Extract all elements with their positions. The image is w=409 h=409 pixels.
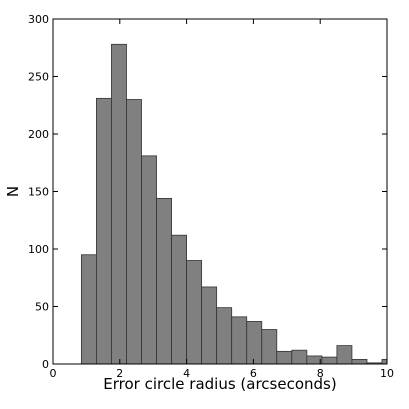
histogram-bar-17 — [336, 345, 353, 365]
plot-frame — [52, 18, 388, 365]
x-tick-label: 6 — [250, 367, 257, 380]
histogram-bar-16 — [321, 356, 338, 365]
histogram-bar-2 — [111, 43, 127, 365]
histogram-bar-3 — [126, 99, 142, 365]
y-tick-label: 250 — [28, 71, 49, 84]
histogram-bar-14 — [291, 349, 308, 365]
y-axis-label: N — [4, 186, 22, 197]
y-tick-label: 0 — [42, 358, 49, 371]
histogram-bar-13 — [276, 350, 293, 365]
histogram-bars — [80, 43, 388, 365]
x-tick-label: 8 — [317, 367, 324, 380]
histogram-bar-10 — [231, 316, 248, 365]
x-axis-label: Error circle radius (arcseconds) — [103, 375, 336, 393]
x-tick-label: 4 — [183, 367, 190, 380]
y-tick-label: 200 — [28, 128, 49, 141]
histogram-bar-12 — [261, 329, 278, 365]
histogram-bar-8 — [201, 286, 218, 365]
histogram-bar-20 — [381, 358, 388, 365]
y-tick-label: 150 — [28, 186, 49, 199]
histogram-bar-4 — [141, 155, 157, 365]
y-tick-label: 300 — [28, 13, 49, 26]
histogram-bar-18 — [351, 358, 368, 365]
x-tick-label: 2 — [116, 367, 123, 380]
y-tick-label: 50 — [35, 301, 49, 314]
histogram-bar-11 — [246, 321, 263, 365]
histogram-bar-6 — [171, 234, 188, 365]
histogram-bar-15 — [306, 355, 323, 365]
x-tick-label: 10 — [380, 367, 394, 380]
x-tick-label: 0 — [50, 367, 57, 380]
histogram-bar-0 — [80, 254, 97, 365]
histogram-bar-9 — [216, 307, 233, 365]
histogram-bar-7 — [186, 260, 203, 365]
histogram-bar-5 — [156, 197, 172, 365]
y-tick-label: 100 — [28, 243, 49, 256]
histogram-bar-1 — [96, 97, 112, 365]
